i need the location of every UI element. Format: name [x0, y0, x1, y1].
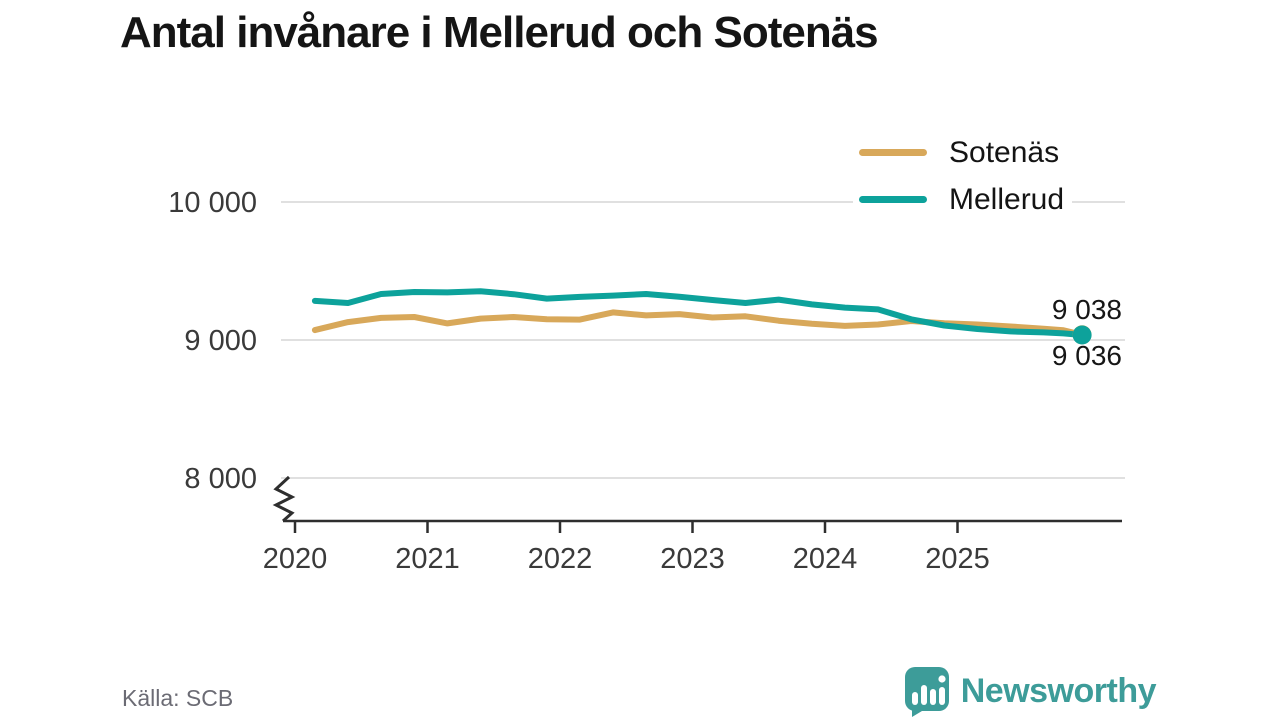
mellerud-line-swatch — [859, 196, 927, 203]
svg-text:2020: 2020 — [263, 543, 328, 575]
end-value-label-sotenas: 9 038 — [1051, 294, 1122, 325]
legend-label-mellerud: Mellerud — [949, 182, 1065, 216]
legend-item-mellerud: Mellerud — [859, 176, 1064, 223]
svg-text:2021: 2021 — [395, 543, 460, 575]
chart-title: Antal invånare i Mellerud och Sotenäs — [120, 8, 879, 57]
svg-text:2023: 2023 — [660, 543, 725, 575]
legend-item-sotenas: Sotenäs — [859, 129, 1064, 176]
svg-text:9 000: 9 000 — [184, 325, 257, 357]
newsworthy-logo: Newsworthy — [904, 666, 1157, 717]
svg-text:2022: 2022 — [528, 543, 593, 575]
legend: Sotenäs Mellerud — [853, 127, 1073, 225]
source-note: Källa: SCB — [122, 685, 234, 711]
newsworthy-icon — [904, 667, 949, 717]
svg-text:2024: 2024 — [793, 543, 858, 575]
svg-text:10 000: 10 000 — [168, 187, 257, 219]
legend-label-sotenas: Sotenäs — [949, 135, 1060, 169]
svg-text:8 000: 8 000 — [184, 463, 257, 495]
newsworthy-wordmark: Newsworthy — [960, 672, 1157, 710]
sotenas-line-swatch — [859, 149, 927, 156]
svg-text:2025: 2025 — [925, 543, 990, 575]
end-value-label-mellerud: 9 036 — [1051, 340, 1122, 371]
